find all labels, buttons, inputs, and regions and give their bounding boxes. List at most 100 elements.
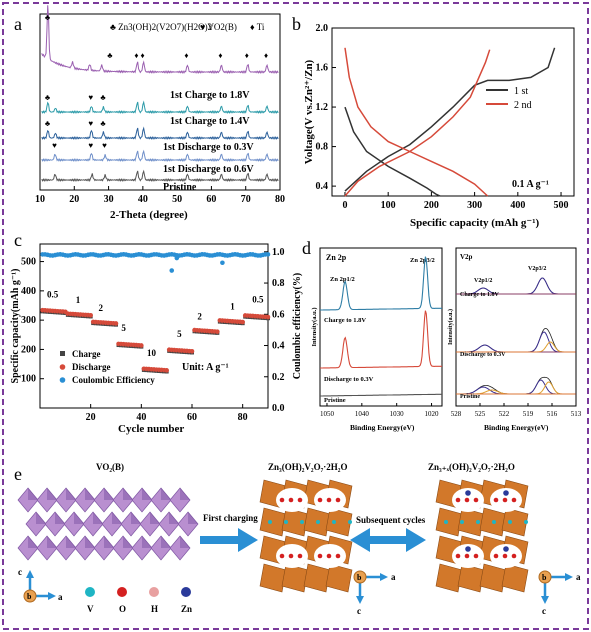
oxygen-atom (502, 553, 508, 559)
x-tick-label: 80 (238, 412, 248, 423)
xrd-peak-marker: ♥ (88, 93, 93, 102)
atom-legend-o-marker (117, 587, 127, 597)
panel-b-lines (344, 47, 556, 197)
panel-b: b 0 100 200 300 400 500 0.4 0.8 1.2 1.6 2.0 1 st 2… (292, 14, 575, 229)
xrd-peak-marker: ♥ (88, 119, 93, 128)
legend-label-1st: 1 st (514, 86, 528, 97)
vo2-octahedron-face (36, 512, 46, 524)
y2-tick-label: 0.4 (272, 341, 285, 352)
axis-indicator-zn2: b a c (538, 570, 581, 616)
discharge-point (240, 319, 245, 325)
xps-v-component (456, 344, 576, 353)
oxygen-atom (473, 497, 479, 503)
zn-atom (465, 490, 471, 496)
discharge-point (88, 312, 93, 318)
panel-a: a ♣ Zn3(OH)2(V2O7)(H2O)2 ♥ VO2(B) ♦ Ti ♣… (14, 5, 285, 221)
panel-d-v-ticks: 528 525 522 519 516 513 (451, 403, 582, 418)
xrd-peak-marker: ♣ (45, 13, 51, 22)
axis-a-label-zn1: a (391, 572, 396, 582)
zn-atom (465, 546, 471, 552)
zn-trace-label-pristine: Pristine (324, 397, 346, 404)
panel-d-v-xlabel: Binding Energy(eV) (484, 423, 549, 432)
vo2-octahedron-face (85, 488, 95, 500)
ce-point (174, 255, 180, 261)
panel-b-legend: 1 st 2 nd (486, 86, 532, 111)
legend-ti: ♦ Ti (250, 22, 265, 32)
v-atom (348, 520, 352, 524)
zn-polyhedron (479, 563, 507, 593)
oxygen-atom (511, 553, 517, 559)
atom-legend-v-marker (85, 587, 95, 597)
x-tick-label: 100 (381, 200, 396, 211)
rate-label: 1 (76, 295, 81, 305)
panel-d-zn-frame (319, 247, 443, 407)
panel-d-zn-ylabel: Intensity(a.u.) (311, 307, 318, 346)
peak-label-zn-2p3: Zn 2p3/2 (410, 257, 435, 264)
axis-b-label-zn1: b (357, 573, 362, 582)
v-atom (316, 520, 320, 524)
vo2-octahedron-face (142, 536, 152, 548)
oxygen-atom (464, 553, 470, 559)
atom-legend-zn-marker (181, 587, 191, 597)
y2-tick-label: 0.2 (272, 372, 285, 383)
xrd-trace (41, 169, 279, 182)
v-atom (300, 520, 304, 524)
discharge-point (189, 349, 195, 354)
xrd-peak-marker: ♣ (45, 93, 51, 102)
oxygen-atom (493, 553, 499, 559)
oxygen-atom (288, 497, 294, 503)
x-tick-label: 525 (475, 410, 486, 418)
vo2-octahedron-face (180, 488, 190, 500)
y-tick-label: 300 (21, 315, 36, 326)
zn-atom (503, 546, 509, 552)
xrd-peak-marker: ♣ (45, 119, 51, 128)
zn-polyhedron (281, 507, 309, 537)
v-atom (268, 520, 272, 524)
panel-e: e VO₂(B) Zn₃(OH)₂V₂O₇·2H₂O Zn₃₊ₓ(OH)₂V₂O… (14, 462, 581, 616)
x-tick-label: 60 (206, 194, 216, 205)
vo2-octahedron-face (55, 512, 65, 524)
vo2-octahedron-face (66, 488, 76, 500)
vo2-octahedron-face (28, 536, 38, 548)
oxygen-atom (297, 553, 303, 559)
zn-polyhedron (457, 563, 485, 593)
oxygen-atom (335, 553, 341, 559)
x-tick-label: 516 (547, 410, 558, 418)
panel-a-xlabel: 2-Theta (degree) (110, 209, 188, 221)
xps-zn-trace (320, 393, 442, 397)
trace-label-pristine: Pristine (163, 182, 197, 193)
axis-indicator-vo2: c b a (18, 567, 63, 603)
zn-crystal-structure-2 (435, 479, 529, 593)
peak-label-v-2p1: V2p1/2 (474, 278, 492, 284)
rate-label: 0.5 (252, 295, 264, 305)
atom-legend-h: H (151, 604, 158, 614)
zn-polyhedron (325, 563, 353, 593)
gcd-curve-discharge (344, 47, 489, 197)
panel-label-a: a (14, 14, 22, 34)
vo2-octahedron-face (169, 512, 179, 524)
vo2-octahedron-face (123, 536, 133, 548)
vo2-octahedron-face (123, 488, 133, 500)
x-tick-label: 40 (136, 412, 146, 423)
atom-legend-v: V (87, 604, 94, 614)
ce-point (220, 260, 225, 266)
oxygen-atom (502, 497, 508, 503)
vo2-octahedron-face (47, 488, 57, 500)
panel-d-zn-lines (320, 256, 443, 397)
xps-zn-trace (320, 310, 443, 369)
atom-legend-zn: Zn (181, 604, 192, 614)
structure-title-zn3x: Zn₃₊ₓ(OH)₂V₂O₇·2H₂O (428, 462, 515, 472)
legend-marker-ce (59, 377, 66, 383)
y-tick-label: 1.6 (316, 63, 329, 74)
y2-tick-label: 1.0 (272, 247, 285, 258)
x-tick-label: 10 (35, 194, 45, 205)
y-tick-label: 200 (21, 344, 36, 355)
v-atom (460, 520, 464, 524)
v-atom (492, 520, 496, 524)
x-tick-label: 1020 (425, 410, 440, 418)
panel-d: d Zn 2p Zn 2p1/2 Zn 2p3/2 Charge to 1.8V… (302, 238, 582, 432)
y2-tick-label: 0.0 (272, 403, 285, 414)
ce-point (169, 268, 175, 273)
peak-label-zn-2p1: Zn 2p1/2 (330, 276, 355, 283)
zn-polyhedron (435, 563, 463, 593)
